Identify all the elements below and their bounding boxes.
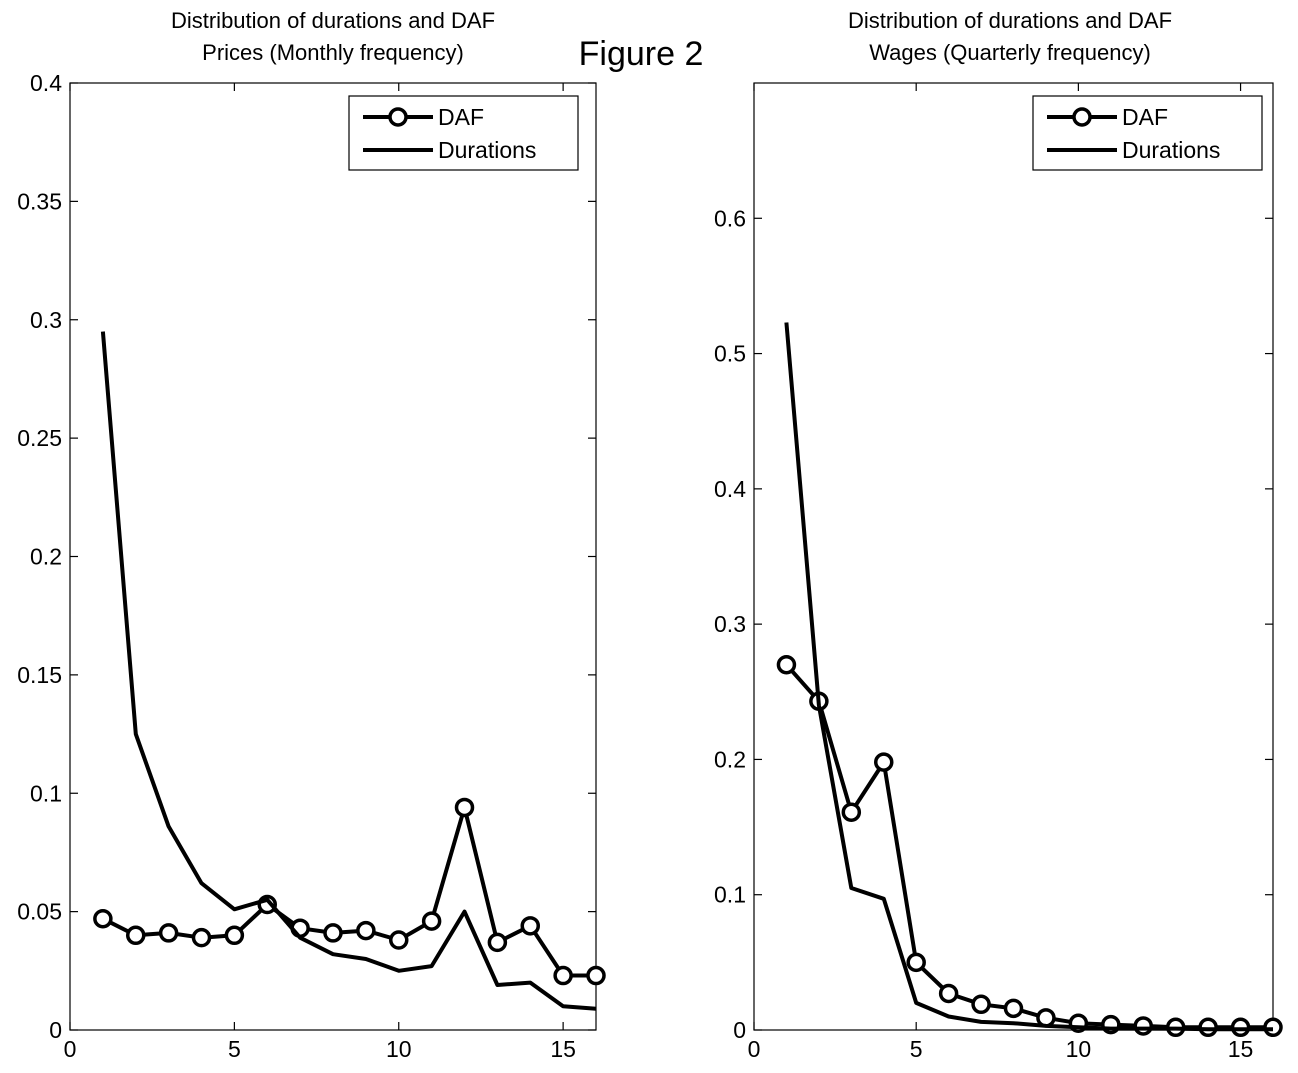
chart-prices: Distribution of durations and DAF Prices… [17,8,606,1062]
y-tick-label: 0.3 [714,611,746,637]
x-tick-label: 5 [228,1036,241,1062]
chart-title-line2: Wages (Quarterly frequency) [869,40,1151,65]
x-tick-label: 10 [1066,1036,1092,1062]
data-point-daf [93,908,113,929]
data-point-daf [1230,1017,1251,1038]
y-tick-label: 0.4 [30,70,62,96]
series-layer [776,322,1283,1038]
data-point-daf [323,923,343,943]
legend-entry-label: DAF [1122,104,1168,130]
legend: DAF Durations [1032,95,1263,171]
figure-label: Figure 2 [579,35,704,73]
axes-ticks: 0 5 10 15 0 0.1 0.2 0.3 0.4 0.5 0.6 [714,83,1273,1062]
chart-title-line1: Distribution of durations and DAF [171,8,495,33]
data-point-daf [906,952,926,973]
chart-wages: Distribution of durations and DAF Wages … [714,8,1283,1062]
y-tick-label: 0.3 [30,307,62,333]
x-tick-label: 5 [910,1036,923,1062]
x-tick-label: 15 [1228,1036,1254,1062]
data-point-daf [454,797,475,818]
y-tick-label: 0.1 [30,780,62,806]
data-point-daf [421,911,442,931]
data-point-daf [158,923,179,943]
legend-box [1032,95,1263,171]
data-point-daf [586,965,606,986]
legend: DAF Durations [348,95,579,171]
y-tick-label: 0.15 [17,662,62,688]
data-point-daf [191,927,212,948]
plot-area-box [69,82,597,1031]
data-point-daf [520,916,540,936]
legend-box [348,95,579,171]
y-tick-label: 0.25 [17,425,62,451]
data-point-daf [126,925,146,946]
data-point-daf [1263,1017,1283,1038]
legend-entry-label: Durations [1122,137,1220,163]
y-tick-label: 0.1 [714,882,746,908]
chart-title-line1: Distribution of durations and DAF [848,8,1172,33]
data-point-daf [389,930,409,950]
legend-swatch-marker [388,107,408,127]
legend-swatch-marker [1072,107,1092,127]
legend-entry-label: Durations [438,137,536,163]
y-tick-label: 0 [733,1017,746,1043]
axes-ticks: 0 5 10 15 0 0.05 0.1 0.15 0.2 0.25 0.3 0.35 0.4 [17,70,596,1062]
series-line-durations [784,322,1273,1032]
y-tick-label: 0.4 [714,476,746,502]
y-tick-label: 0.5 [714,341,746,367]
chart-title-line2: Prices (Monthly frequency) [202,40,464,65]
series-line-daf [101,805,596,978]
data-point-daf [971,994,991,1015]
data-point-daf [224,925,245,946]
y-tick-label: 0.35 [17,188,62,214]
series-line-durations [100,331,597,1011]
legend-entry-label: DAF [438,104,484,130]
data-point-daf [874,752,894,772]
x-tick-label: 10 [386,1036,412,1062]
data-point-daf [356,920,376,941]
y-tick-label: 0.2 [714,746,746,772]
y-tick-label: 0 [49,1017,62,1043]
y-tick-label: 0.05 [17,899,62,925]
x-tick-label: 15 [550,1036,576,1062]
series-layer [93,331,606,1011]
x-tick-label: 0 [64,1036,77,1062]
data-point-daf [938,983,959,1004]
data-point-daf [1036,1008,1056,1028]
y-tick-label: 0.2 [30,544,62,570]
data-point-daf [487,932,508,953]
data-point-daf [841,802,862,822]
data-point-daf [1003,998,1024,1019]
data-point-daf [776,654,797,675]
x-tick-label: 0 [748,1036,761,1062]
plot-area-box [753,82,1274,1031]
data-point-daf [553,965,573,986]
y-tick-label: 0.6 [714,205,746,231]
data-point-daf [1133,1016,1153,1036]
